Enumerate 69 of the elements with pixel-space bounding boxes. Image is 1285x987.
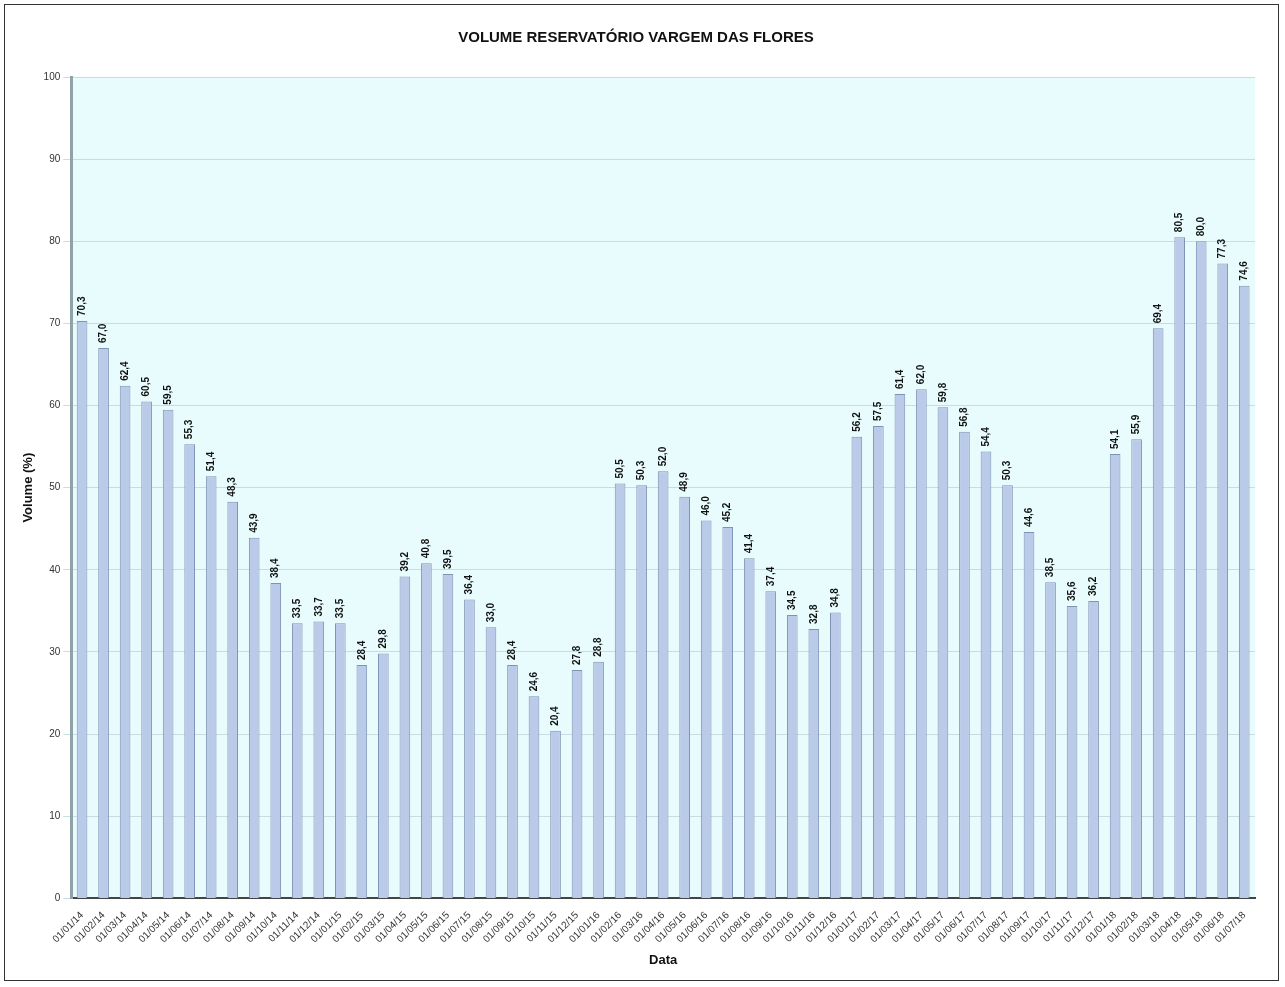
data-label: 40,8 [420, 538, 432, 559]
data-label: 56,8 [958, 406, 970, 427]
data-label: 34,5 [786, 590, 798, 611]
data-label: 54,4 [979, 426, 991, 447]
data-label: 56,2 [850, 411, 862, 432]
data-label: 55,3 [183, 419, 195, 440]
data-label: 27,8 [570, 645, 582, 666]
data-label: 37,4 [764, 566, 776, 587]
data-label: 28,4 [355, 640, 367, 661]
data-label: 33,7 [312, 596, 324, 617]
data-label: 43,9 [247, 512, 259, 533]
data-label: 36,4 [463, 574, 475, 595]
data-label: 28,8 [592, 636, 604, 657]
y-tick-label: 40 [49, 563, 61, 575]
data-label: 60,5 [140, 376, 152, 397]
data-label: 48,9 [678, 471, 690, 492]
data-label: 50,3 [635, 460, 647, 481]
data-label: 44,6 [1022, 507, 1034, 528]
y-tick-label: 50 [49, 481, 61, 493]
chart-title: VOLUME RESERVATÓRIO VARGEM DAS FLORES [458, 28, 814, 46]
data-label: 52,0 [656, 446, 668, 467]
data-label: 70,3 [75, 296, 87, 316]
data-label: 29,8 [377, 628, 389, 649]
data-label: 33,5 [334, 598, 346, 619]
y-tick-label: 70 [49, 317, 61, 329]
y-tick-label: 80 [49, 235, 61, 247]
data-label: 69,4 [1151, 303, 1163, 324]
data-label: 39,2 [398, 551, 410, 572]
data-label: 45,2 [721, 502, 733, 523]
data-label: 33,5 [291, 598, 303, 619]
data-label: 80,0 [1194, 216, 1206, 237]
data-label: 39,5 [441, 549, 453, 569]
y-tick-label: 20 [49, 727, 61, 739]
y-axis-title: Volume (%) [20, 452, 36, 523]
data-label: 62,4 [118, 360, 130, 381]
data-label: 38,4 [269, 558, 281, 578]
y-tick-label: 10 [49, 810, 61, 821]
data-label: 35,6 [1065, 581, 1077, 601]
data-label: 32,8 [807, 604, 819, 624]
data-label: 74,6 [1237, 260, 1249, 281]
data-label: 36,2 [1087, 576, 1099, 597]
y-tick-label: 30 [49, 645, 61, 657]
data-label: 59,8 [936, 382, 948, 403]
data-label: 28,4 [506, 640, 518, 661]
data-label: 77,3 [1216, 238, 1228, 259]
y-tick-label: 0 [54, 892, 61, 904]
data-label: 46,0 [699, 495, 711, 516]
data-label: 62,0 [915, 364, 927, 385]
data-label: 48,3 [226, 476, 238, 497]
data-label: 50,5 [613, 458, 625, 479]
data-label: 67,0 [97, 323, 109, 344]
data-label: 41,4 [742, 533, 754, 554]
y-tick-label: 90 [49, 152, 61, 164]
data-label: 50,3 [1001, 460, 1013, 481]
data-label: 24,6 [527, 671, 539, 692]
data-label: 33,0 [484, 602, 496, 623]
data-label: 51,4 [204, 451, 216, 472]
data-label: 20,4 [549, 705, 561, 726]
data-label: 59,5 [161, 384, 173, 405]
data-label: 55,9 [1130, 414, 1142, 435]
data-label: 80,5 [1173, 212, 1185, 233]
y-tick-label: 100 [43, 70, 61, 82]
x-axis-title: Data [649, 951, 678, 967]
data-label: 57,5 [872, 401, 884, 422]
data-label: 38,5 [1044, 557, 1056, 578]
data-label: 34,8 [829, 587, 841, 608]
data-label: 61,4 [893, 369, 905, 390]
y-tick-label: 60 [49, 399, 61, 411]
data-label: 54,1 [1108, 429, 1120, 450]
